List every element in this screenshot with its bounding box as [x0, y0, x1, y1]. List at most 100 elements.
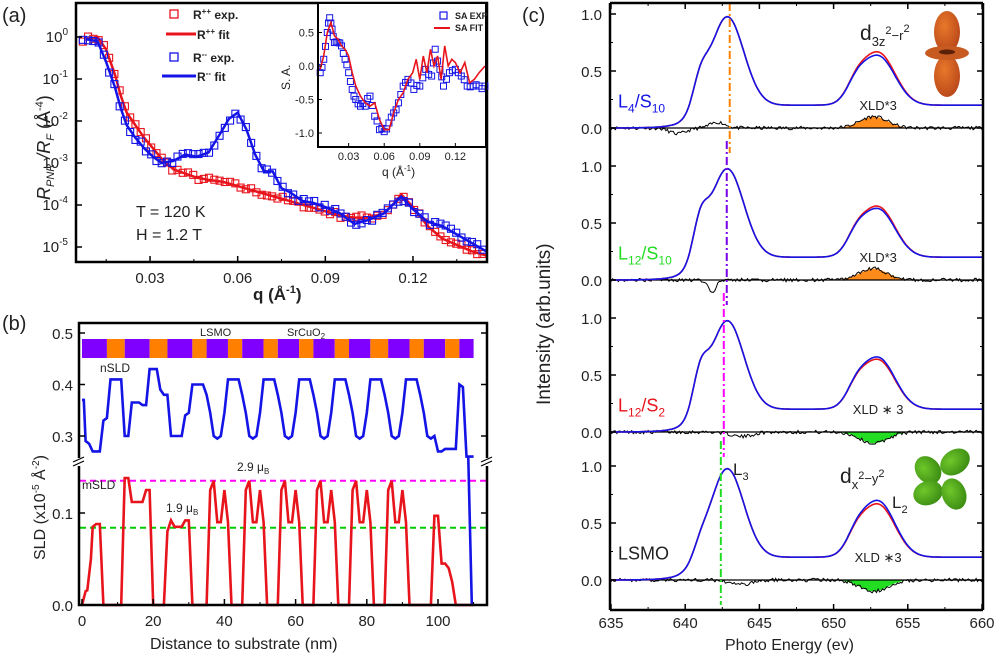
- edge-sub: 2: [901, 504, 907, 516]
- legend-text: R: [197, 28, 206, 42]
- dx2-y2-orbital-icon: [913, 448, 970, 510]
- data-point-rpp: [136, 128, 145, 137]
- dx2-y2-orbital-label: dx2−y2: [840, 465, 885, 492]
- ylabel-close: ): [32, 455, 49, 460]
- layer-lsmo: [313, 339, 335, 358]
- inset-data-point: [338, 42, 346, 50]
- y-tick-label: 0.0: [52, 598, 73, 615]
- inset-data-point: [348, 85, 356, 93]
- orb-mid: −y: [864, 471, 879, 486]
- panel-a-letter: (a): [2, 5, 26, 27]
- y-tick-label: 10-4: [42, 195, 68, 214]
- ylabel-sub-pnr: PNR: [45, 164, 57, 187]
- inset-data-point: [431, 45, 439, 53]
- inset-y-tick-label: -1.0: [295, 128, 314, 140]
- y-tick-label: 10-5: [42, 237, 68, 256]
- orb-sup: 2: [858, 470, 864, 482]
- tick-exp: -5: [59, 237, 68, 248]
- y-tick-label: 1.0: [581, 459, 602, 476]
- layer-srcuo2: [445, 339, 460, 358]
- panel-b: (b) LSMO SrCuO2 0 20 40 60 80 100 0.5 0.4 0.3 0.1…: [2, 313, 493, 653]
- sample-label-part: L: [618, 92, 628, 112]
- xld-line: [610, 577, 983, 594]
- inset-data-point: [364, 95, 372, 103]
- panel-c-xlabel: Photo Energy (ev): [725, 637, 854, 654]
- ylabel-unit-exp: -4: [34, 101, 46, 111]
- x-tick-label: 660: [969, 615, 994, 632]
- data-point-rpp: [441, 235, 450, 245]
- layer-srcuo2: [106, 339, 125, 358]
- srcuo2-text: SrCuO: [287, 327, 321, 339]
- spectrum-horizontal-red: [611, 15, 982, 129]
- xld-line: [610, 266, 983, 293]
- moment-1-9-label: 1.9 μB: [166, 501, 198, 517]
- tick-base: 10: [42, 155, 59, 172]
- legend-rpp-fit: R++ fit: [197, 27, 230, 42]
- axis-break-left-gap: [74, 458, 86, 466]
- inset-xlabel-main: q (Å: [382, 164, 404, 179]
- inset-data-point: [440, 82, 447, 90]
- layer-lsmo: [423, 339, 446, 358]
- x-tick-label: 20: [145, 613, 162, 630]
- nsld-line: [82, 367, 474, 458]
- data-point-rmm: [189, 150, 198, 159]
- layer-srcuo2: [149, 339, 168, 358]
- xld-label: XLD ∗3: [855, 550, 902, 565]
- layer-srcuo2: [370, 339, 389, 358]
- tick-exp: -3: [59, 153, 68, 164]
- edge-l: L: [892, 493, 901, 512]
- sample-label-part: 4: [628, 102, 635, 116]
- inset-y-tick-label: -0.5: [295, 95, 314, 107]
- inset-data-point: [428, 72, 436, 80]
- ylabel-mid: /R: [34, 141, 54, 164]
- y-tick-label: 0.0: [581, 573, 602, 590]
- panel-a-inset: 0.03 0.06 0.09 0.12 0.5 0.0 -0.5 -1.0 S. A. q (…: [279, 2, 489, 179]
- legend-text: R: [193, 8, 202, 22]
- data-point-rpp: [446, 238, 455, 247]
- orb-sup2: 2: [903, 23, 909, 35]
- panel-b-ticks: 0 20 40 60 80 100 0.5 0.4 0.3 0.1 0.0: [52, 326, 487, 630]
- ylabel-main: SLD (x10: [32, 493, 49, 560]
- inset-x-tick-label: 0.12: [445, 151, 466, 163]
- xld-label: XLD*3: [859, 250, 897, 265]
- x-tick-label: 635: [598, 615, 623, 632]
- axis-break-right-gap: [481, 458, 493, 466]
- axis-break-left-mark: [72, 456, 85, 463]
- ylabel-sub-f: F: [45, 133, 57, 141]
- x-tick-label: 0.12: [398, 270, 427, 287]
- msld-label: mSLD: [82, 478, 116, 492]
- layer-lsmo: [206, 339, 228, 358]
- inset-legend-fit: SA FIT: [455, 23, 484, 33]
- sample-label-part: 12: [628, 406, 642, 420]
- y-tick-label: 10-2: [42, 111, 68, 130]
- inset-x-tick-label: 0.06: [374, 151, 395, 163]
- data-point-rpp: [357, 211, 366, 220]
- axis-break-left-mark: [72, 460, 85, 467]
- data-point-rpp: [204, 173, 214, 182]
- panel-c-letter: (c): [522, 5, 545, 27]
- inset-fit-line: [319, 19, 486, 131]
- sample-label-part: L: [618, 396, 628, 416]
- orb-d: d: [860, 22, 872, 45]
- inset-data-point: [354, 100, 362, 108]
- layer-srcuo2: [227, 339, 243, 358]
- moment-sub: B: [193, 508, 198, 517]
- tick-base: 10: [42, 197, 59, 214]
- layer-srcuo2: [192, 339, 207, 358]
- tick-base: 10: [42, 113, 59, 130]
- data-point-rpp: [431, 227, 440, 236]
- panel-a-xlabel: q (Å-1): [253, 284, 302, 304]
- layer-lsmo: [242, 339, 264, 358]
- xld-line: [610, 429, 983, 445]
- y-tick-label: 0.0: [581, 425, 602, 442]
- x-tick-label: 100: [425, 613, 450, 630]
- data-point-rmm: [278, 182, 287, 191]
- layer-srcuo2: [409, 339, 424, 358]
- inset-frame: [317, 2, 487, 148]
- nsld-label: nSLD: [100, 361, 130, 375]
- data-point-rpp: [194, 175, 203, 184]
- sample-label-part: 12: [628, 254, 642, 268]
- y-tick-label: 10-1: [42, 69, 68, 88]
- inset-ylabel: S. A.: [279, 65, 293, 90]
